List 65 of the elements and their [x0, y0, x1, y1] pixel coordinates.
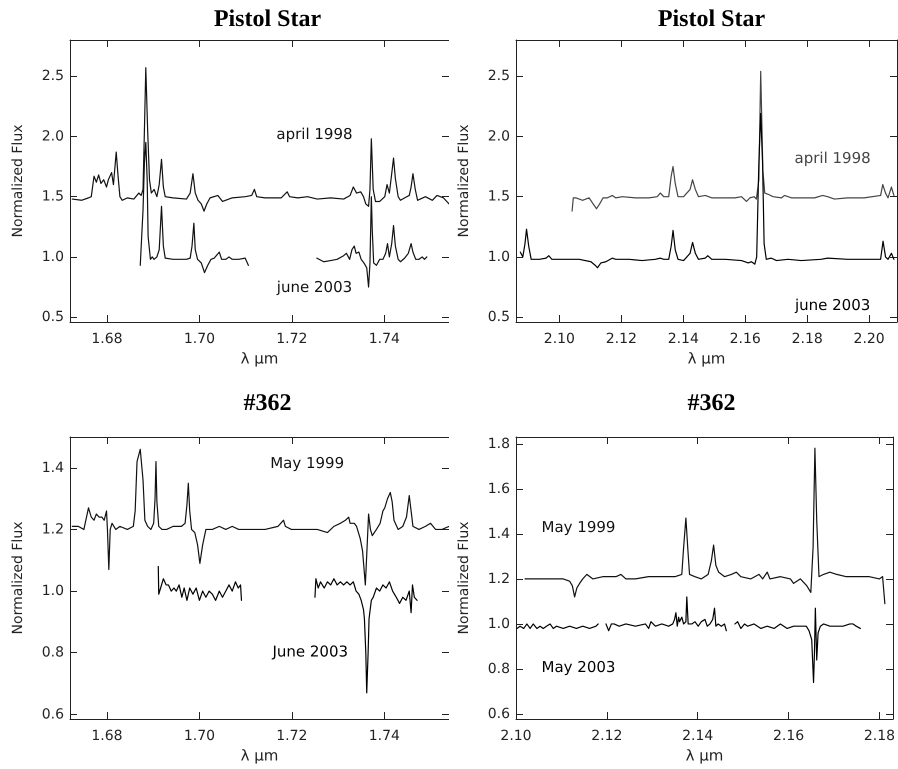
x-axis-title: λ μm — [240, 349, 278, 368]
y-axis-title: Normalized Flux — [456, 124, 472, 238]
y-tick-label: 1.4 — [488, 526, 510, 542]
x-tick-label: 1.74 — [368, 331, 400, 347]
x-tick-label: 1.70 — [184, 728, 215, 744]
y-axis-title: Normalized Flux — [10, 522, 26, 634]
line-series — [520, 112, 894, 268]
x-tick-label: 2.14 — [668, 331, 699, 347]
y-axis-title: Normalized Flux — [456, 522, 472, 634]
x-tick-label: 2.18 — [864, 728, 895, 744]
y-tick-label: 0.6 — [488, 706, 510, 722]
x-tick-label: 1.74 — [368, 728, 400, 744]
series-label: May 2003 — [542, 658, 616, 676]
y-tick-label: 2.0 — [42, 128, 64, 144]
x-tick-label: 2.20 — [854, 331, 885, 347]
y-tick-label: 0.5 — [488, 309, 510, 326]
chart-title: Pistol Star — [658, 6, 766, 32]
line-series — [72, 448, 449, 586]
y-tick-label: 1.5 — [488, 188, 510, 205]
x-tick-label: 1.68 — [91, 728, 123, 744]
y-tick-label: 2.0 — [488, 128, 510, 144]
y-tick-label: 1.4 — [42, 460, 64, 476]
series-label: june 2003 — [276, 278, 352, 296]
y-tick-label: 1.6 — [488, 480, 510, 497]
text: May 1999 — [542, 518, 616, 536]
y-tick-label: 1.0 — [42, 248, 64, 265]
y-tick-label: 0.6 — [42, 706, 64, 722]
x-tick-label: 2.10 — [500, 728, 532, 744]
x-tick-label: 1.72 — [276, 728, 308, 744]
line-series — [571, 70, 894, 212]
y-tick-label: 0.5 — [42, 309, 64, 326]
series-label: april 1998 — [794, 149, 871, 168]
x-tick-label: 2.12 — [606, 331, 637, 347]
y-tick-label: 1.2 — [488, 570, 510, 587]
y-tick-label: 1.2 — [42, 521, 64, 538]
x-tick-label: 2.16 — [730, 331, 761, 347]
x-tick-label: 2.10 — [544, 331, 575, 347]
x-axis-title: λ μm — [686, 746, 724, 764]
x-tick-label: 1.68 — [91, 331, 123, 347]
y-tick-label: 2.5 — [488, 68, 510, 84]
x-axis-title: λ μm — [688, 349, 726, 368]
chart-title: Pistol Star — [214, 6, 322, 32]
y-tick-label: 1.0 — [488, 616, 510, 632]
x-tick-label: 1.70 — [184, 331, 215, 347]
y-tick-label: 1.0 — [42, 583, 64, 600]
y-tick-label: 0.8 — [42, 644, 64, 661]
y-axis-title: Normalized Flux — [10, 124, 26, 238]
y-tick-label: 1.5 — [42, 188, 64, 205]
y-tick-label: 0.8 — [488, 660, 510, 677]
y-tick-label: 2.5 — [42, 68, 64, 84]
text: june 2003 — [794, 296, 870, 314]
x-axis-title: λ μm — [240, 746, 278, 764]
x-tick-label: 2.18 — [792, 331, 823, 347]
series-label: april 1998 — [276, 124, 353, 143]
y-tick-label: 1.0 — [488, 248, 510, 265]
chart-title: #362 — [688, 390, 736, 416]
chart-title: #362 — [244, 390, 292, 416]
x-tick-label: 1.72 — [276, 331, 308, 347]
series-label: June 2003 — [271, 642, 348, 660]
text: May 1999 — [270, 454, 344, 472]
line-series — [524, 448, 886, 604]
x-tick-label: 2.14 — [682, 728, 714, 744]
y-tick-label: 1.8 — [488, 436, 510, 452]
x-tick-label: 2.16 — [772, 728, 804, 744]
x-tick-label: 2.12 — [591, 728, 622, 744]
